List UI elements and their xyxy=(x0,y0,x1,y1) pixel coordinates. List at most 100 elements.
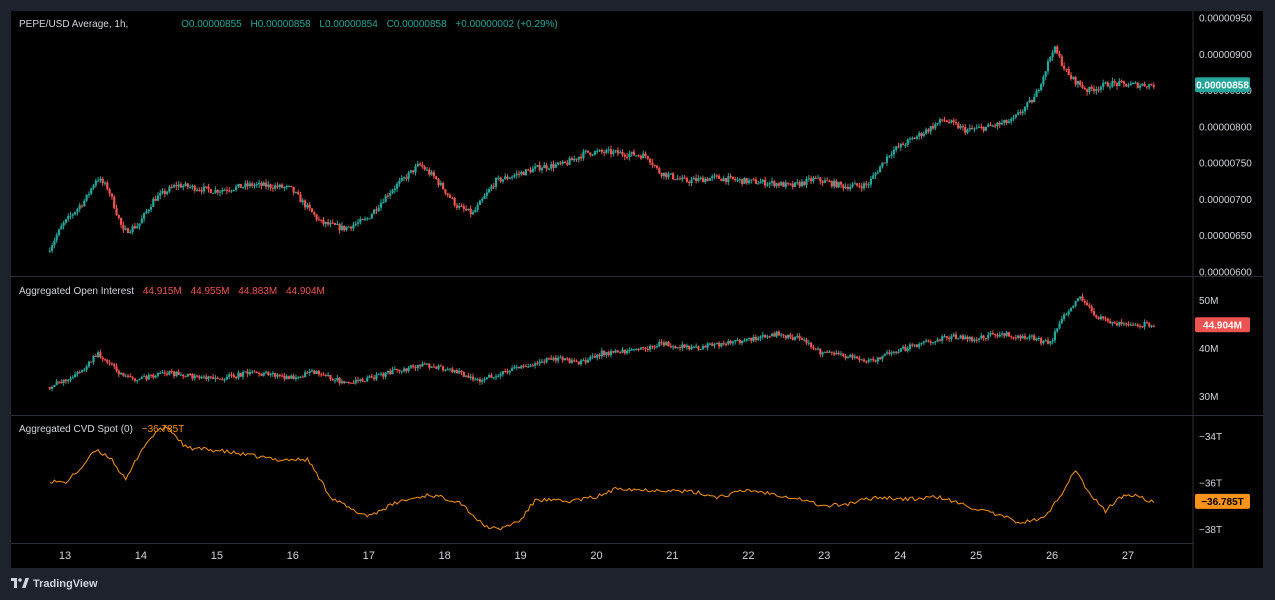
tradingview-brand[interactable]: TradingView xyxy=(33,578,98,590)
cvd-label[interactable]: Aggregated CVD Spot (0) xyxy=(19,424,133,435)
open-interest-label[interactable]: Aggregated Open Interest xyxy=(19,286,135,297)
candle xyxy=(1026,337,1029,340)
candle xyxy=(688,345,691,351)
candle xyxy=(747,337,751,342)
candle xyxy=(126,374,130,379)
candle xyxy=(950,119,953,124)
tradingview-logo-icon[interactable] xyxy=(11,577,29,592)
candle xyxy=(768,335,771,339)
candle xyxy=(1072,76,1075,81)
candle xyxy=(846,183,850,191)
candle xyxy=(317,216,321,221)
candle xyxy=(750,337,753,344)
price-legend[interactable]: PEPE/USD Average, 1h, O0.00000855 H0.000… xyxy=(19,19,570,30)
candle xyxy=(469,205,472,218)
cvd-axis[interactable]: −34T −36T −38T xyxy=(1199,432,1222,536)
candle xyxy=(442,365,445,373)
candle xyxy=(543,359,546,365)
candle xyxy=(90,361,93,363)
candle xyxy=(248,369,252,376)
candle xyxy=(179,372,183,376)
candle xyxy=(603,350,606,358)
candle xyxy=(536,360,539,366)
candle xyxy=(573,155,576,163)
candle xyxy=(283,186,286,192)
candle xyxy=(699,176,702,181)
cvd-legend[interactable]: Aggregated CVD Spot (0) −36.785T xyxy=(19,424,190,435)
candle xyxy=(87,191,91,199)
candle xyxy=(278,183,281,190)
candle xyxy=(1003,119,1006,126)
price-series-label[interactable]: PEPE/USD Average, 1h, xyxy=(19,19,129,30)
candle xyxy=(469,373,472,381)
candle xyxy=(987,122,990,128)
candle xyxy=(467,372,470,378)
candle xyxy=(777,330,781,337)
candle xyxy=(136,379,139,384)
candle xyxy=(195,374,199,378)
chart-frame[interactable]: 0.000009500.000009000.000008500.00000800… xyxy=(11,11,1263,568)
candle xyxy=(635,155,638,157)
candle xyxy=(1099,85,1103,93)
candle xyxy=(423,164,426,171)
candle xyxy=(189,184,192,189)
candle xyxy=(658,166,661,175)
candle xyxy=(678,176,682,180)
candle xyxy=(522,171,525,176)
candle xyxy=(453,197,456,208)
candle xyxy=(851,181,854,189)
last-cvd-label: −36.785T xyxy=(1195,493,1250,509)
candle xyxy=(952,117,955,126)
candle xyxy=(628,150,631,161)
candle xyxy=(736,177,739,183)
chart-canvas[interactable]: 0.000009500.000009000.000008500.00000800… xyxy=(11,11,1263,568)
candle xyxy=(271,371,275,378)
candle xyxy=(566,159,569,166)
candle xyxy=(865,180,868,188)
candle xyxy=(1058,50,1061,59)
candle xyxy=(557,355,560,364)
candle xyxy=(899,348,902,353)
time-axis[interactable]: 13 14 15 16 17 18 19 20 21 22 23 24 25 26 27 xyxy=(59,550,1134,562)
candle xyxy=(1113,78,1116,86)
candle xyxy=(954,118,958,126)
candle xyxy=(515,364,518,371)
candle xyxy=(179,181,183,188)
candle xyxy=(225,186,229,195)
candle xyxy=(1081,293,1084,302)
candle xyxy=(485,377,488,380)
candle xyxy=(117,369,120,378)
open-value: 0.00000855 xyxy=(188,19,242,30)
open-interest-candles xyxy=(48,293,1155,392)
candle xyxy=(511,175,514,181)
candle xyxy=(1074,76,1077,87)
cvd-line xyxy=(49,425,1155,531)
candle xyxy=(156,192,160,201)
candle xyxy=(306,371,309,375)
candle xyxy=(129,229,132,234)
candle xyxy=(791,180,794,190)
candle xyxy=(667,171,670,180)
candle xyxy=(718,174,721,179)
candle xyxy=(1040,82,1043,92)
candle xyxy=(80,204,84,209)
candle xyxy=(338,222,341,234)
candle xyxy=(1081,82,1084,89)
candle xyxy=(872,356,875,363)
candle xyxy=(819,348,822,358)
candle xyxy=(520,170,523,177)
open-interest-axis[interactable]: 50M 40M 30M xyxy=(1199,296,1218,403)
time-tick-label: 14 xyxy=(135,550,147,562)
candle xyxy=(945,335,948,341)
candle xyxy=(646,346,649,353)
time-tick-label: 20 xyxy=(590,550,602,562)
candle xyxy=(676,174,679,181)
candle xyxy=(402,176,406,182)
candle xyxy=(1012,336,1015,340)
candle xyxy=(267,180,270,190)
candle xyxy=(354,376,357,385)
candle xyxy=(803,337,806,342)
candle xyxy=(474,377,477,381)
open-interest-legend[interactable]: Aggregated Open Interest 44.915M 44.955M… xyxy=(19,286,331,297)
candle xyxy=(612,350,615,354)
